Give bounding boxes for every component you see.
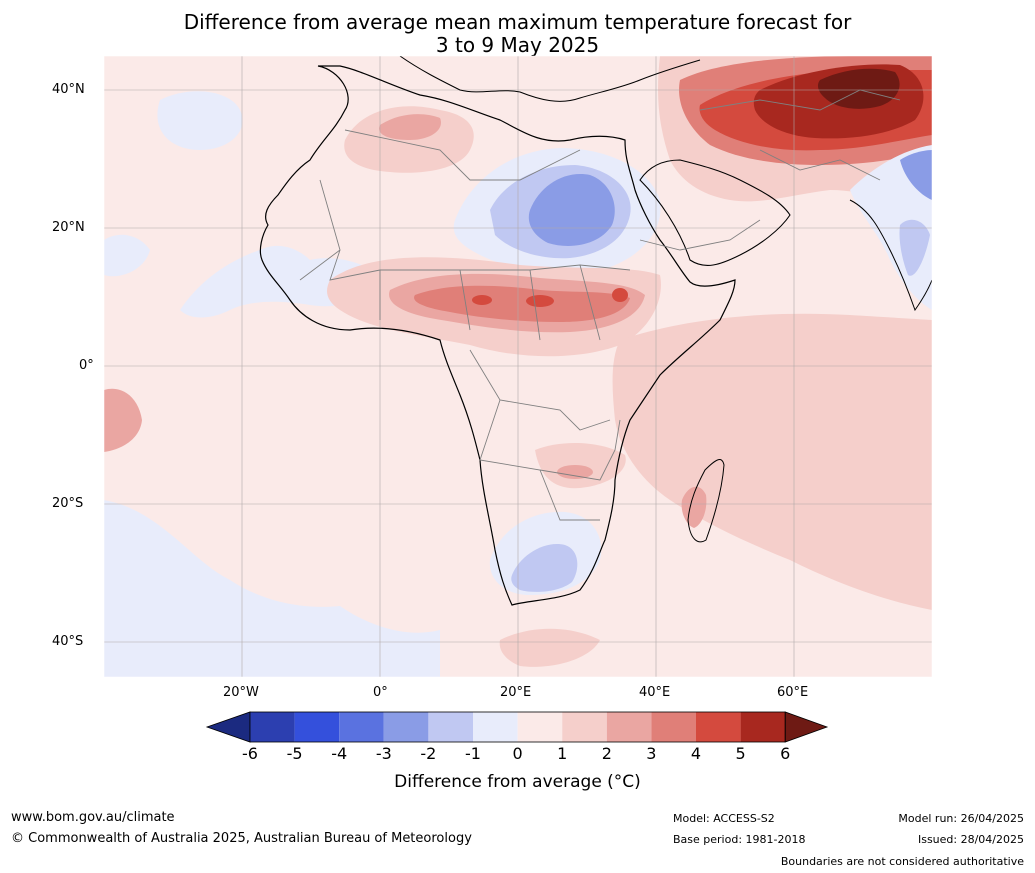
colorbar-tick-label: -3 — [375, 744, 392, 763]
footer-model: Model: ACCESS-S2 — [673, 812, 775, 825]
lat-label-40s: 40°S — [52, 634, 84, 649]
anomaly-region-south-atlantic-warm — [499, 628, 600, 667]
colorbar-segment — [740, 712, 786, 742]
colorbar-frame — [249, 711, 786, 743]
colorbar-segment — [250, 712, 295, 742]
arabia-coastline — [639, 159, 791, 266]
colorbar-tick-label: 3 — [646, 744, 657, 763]
colorbar-segment — [651, 712, 696, 742]
lat-label-40n: 40°N — [52, 82, 85, 97]
lon-label-40e: 40°E — [639, 685, 671, 700]
colorbar-tick-label: 1 — [557, 744, 568, 763]
lat-label-0: 0° — [79, 358, 94, 373]
colorbar-segment — [696, 712, 741, 742]
colorbar-tick-label: 0 — [512, 744, 523, 763]
anomaly-region-maghreb-core — [379, 114, 441, 140]
anomaly-region-atlantic-cool — [104, 500, 440, 677]
anomaly-region-mid-atlantic-cool — [104, 234, 150, 277]
lon-label-20w: 20°W — [223, 685, 259, 700]
lat-label-20n: 20°N — [52, 220, 85, 235]
anomaly-region-india-cool-2 — [900, 150, 932, 200]
colorbar-segment — [606, 712, 652, 742]
africa-coastline — [259, 65, 736, 606]
colorbar-segment — [517, 712, 563, 742]
anomaly-region-sahel-warm-3 — [414, 285, 630, 322]
anomaly-region-west-atlantic-warm — [104, 388, 142, 452]
lon-label-0: 0° — [373, 685, 388, 700]
colorbar-segment — [383, 712, 429, 742]
footer-url: www.bom.gov.au/climate — [11, 810, 175, 825]
map-frame — [103, 55, 933, 678]
colorbar-tick-label: 2 — [601, 744, 612, 763]
colorbar-arrow-low — [205, 711, 251, 743]
footer-model-run: Model run: 26/04/2025 — [898, 812, 1024, 825]
lat-label-20s: 20°S — [52, 496, 84, 511]
colorbar-tick-label: 5 — [735, 744, 746, 763]
colorbar-tick-label: 4 — [690, 744, 702, 763]
europe-coastline — [399, 56, 701, 102]
colorbar-tick-label: -5 — [286, 744, 303, 763]
colorbar-tick-label: -6 — [242, 744, 258, 763]
colorbar-tick-label: -4 — [331, 744, 348, 763]
anomaly-region-southern-africa-cool-2 — [511, 544, 578, 592]
chart-title-line2: 3 to 9 May 2025 — [435, 33, 600, 57]
anomaly-region-sahel-hotspot-2 — [526, 295, 554, 307]
anomaly-region-india-cool-3 — [899, 219, 930, 276]
colorbar-tick-label: 6 — [780, 744, 791, 763]
colorbar-title: Difference from average (°C) — [394, 772, 641, 792]
country-boundaries — [299, 89, 901, 521]
footer-boundaries-note: Boundaries are not considered authoritat… — [780, 855, 1024, 868]
colorbar-segment — [339, 712, 384, 742]
anomaly-region-central-asia-warm-5 — [817, 68, 900, 109]
colorbar-arrow-high — [784, 711, 829, 743]
footer-base-period: Base period: 1981-2018 — [673, 833, 806, 846]
map-area — [104, 56, 932, 677]
colorbar-segment — [294, 712, 340, 742]
colorbar — [205, 711, 829, 743]
colorbar-tick-label: -2 — [420, 744, 437, 763]
gridlines — [104, 56, 932, 677]
india-coastline — [849, 199, 932, 312]
footer-issued: Issued: 28/04/2025 — [917, 833, 1024, 846]
colorbar-segment — [562, 712, 607, 742]
chart-title-line1: Difference from average mean maximum tem… — [183, 10, 852, 34]
anomaly-region-sahel-hotspot-3 — [612, 288, 628, 302]
lon-label-60e: 60°E — [777, 685, 809, 700]
anomaly-region-indian-ocean-warm — [612, 313, 932, 610]
madagascar-coastline — [687, 459, 725, 543]
anomaly-region-north-atlantic-cool — [157, 91, 243, 150]
anomaly-region-south-africa-warm-core — [557, 465, 593, 479]
footer-copyright: © Commonwealth of Australia 2025, Austra… — [11, 831, 472, 846]
colorbar-segment — [428, 712, 473, 742]
lon-label-20e: 20°E — [500, 685, 532, 700]
anomaly-region-sahel-hotspot-1 — [472, 295, 492, 305]
colorbar-tick-label: -1 — [465, 744, 481, 763]
colorbar-segment — [473, 712, 518, 742]
